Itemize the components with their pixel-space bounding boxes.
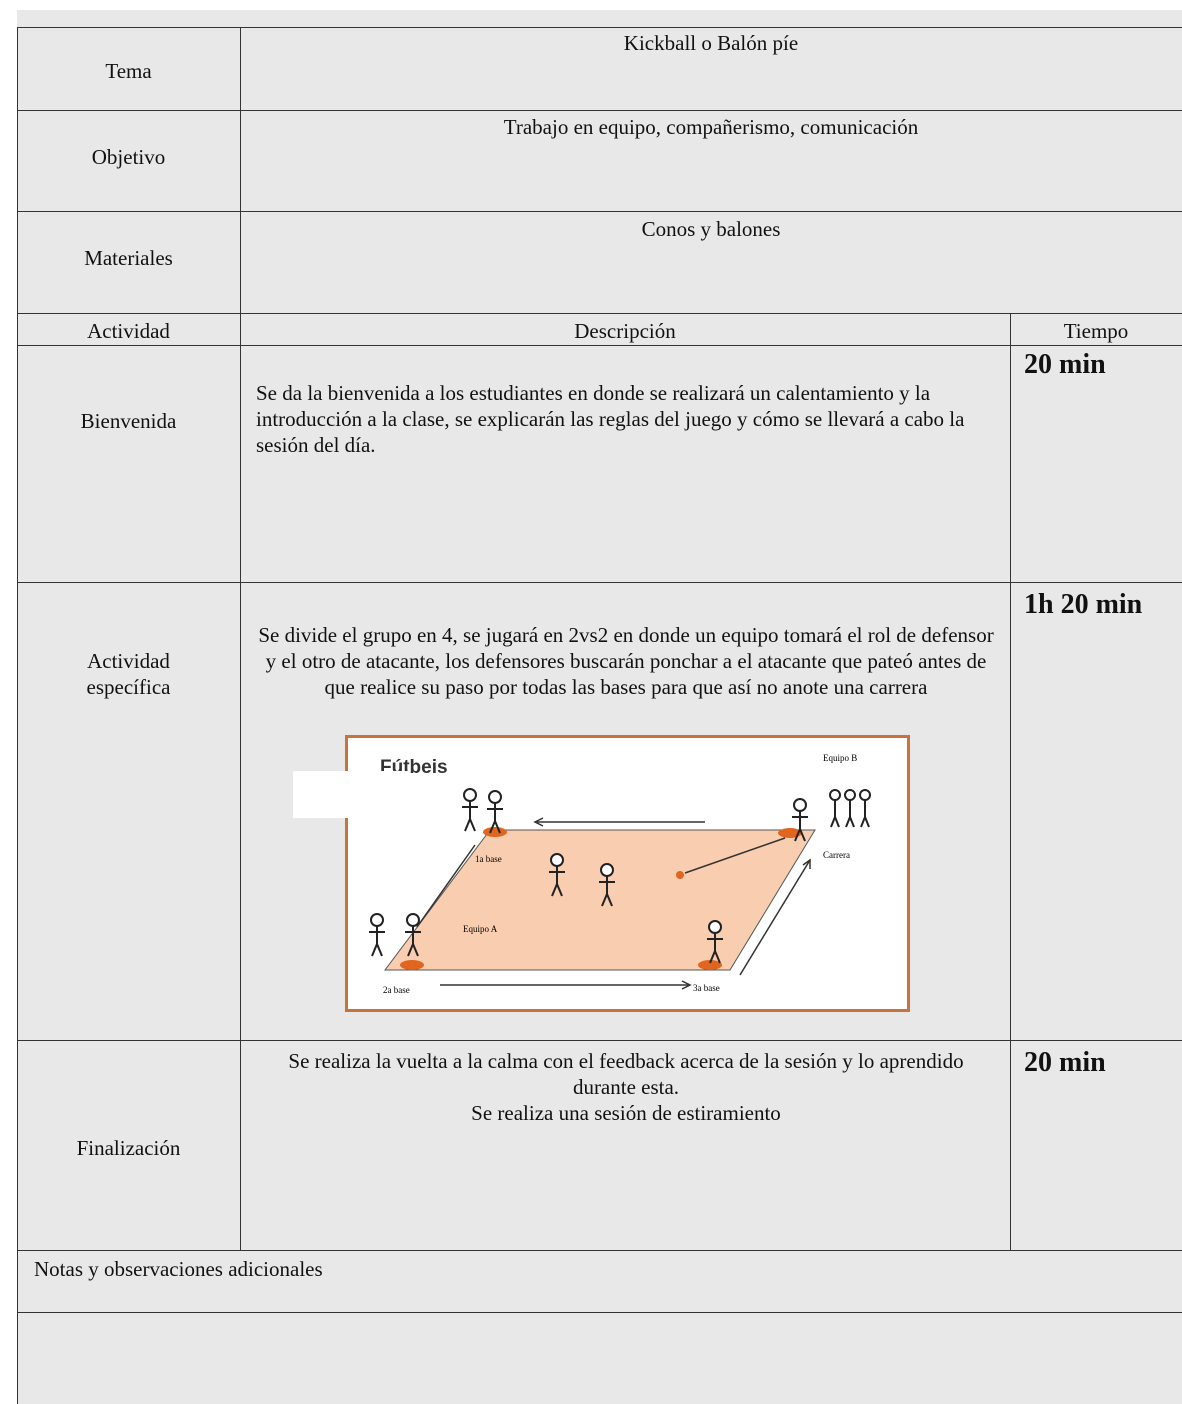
- border: [17, 1040, 1182, 1041]
- row-label: Materiales: [84, 246, 173, 270]
- row-value: Kickball o Balón píe: [623, 31, 799, 55]
- time: 20 min: [1024, 349, 1106, 380]
- diagram-label: 2a base: [383, 985, 410, 995]
- description: Se da la bienvenida a los estudiantes en…: [256, 381, 965, 457]
- diagram-label: Equipo A: [463, 924, 498, 934]
- time: 1h 20 min: [1024, 589, 1143, 620]
- border: [17, 27, 18, 1404]
- activity: Finalización: [76, 1136, 181, 1160]
- description-line: Se realiza la vuelta a la calma con el f…: [288, 1049, 964, 1099]
- diagram-label: 1a base: [475, 854, 502, 864]
- diagram-label: Carrera: [823, 850, 850, 860]
- bases: [400, 827, 802, 970]
- border: [240, 27, 241, 1250]
- row-label: Objetivo: [91, 145, 166, 169]
- time: 20 min: [1024, 1047, 1106, 1078]
- arrows: [416, 817, 811, 990]
- row-value: Trabajo en equipo, compañerismo, comunic…: [503, 115, 919, 139]
- players: [369, 788, 871, 964]
- border: [17, 110, 1182, 111]
- column-header: Tiempo: [1063, 319, 1129, 343]
- diagram-label: Equipo B: [823, 753, 857, 763]
- description-line: Se realiza una sesión de estiramiento: [471, 1101, 781, 1125]
- notes-label: Notas y observaciones adicionales: [34, 1257, 323, 1281]
- border: [1010, 313, 1011, 1250]
- border: [17, 211, 1182, 212]
- field-diagram: Fútbeis Equipo B 1a base Carrera Equipo …: [345, 735, 910, 1012]
- description: Se realiza la vuelta a la calma con el f…: [258, 1048, 994, 1126]
- border: [17, 345, 1182, 346]
- border: [17, 1250, 1182, 1251]
- border: [17, 582, 240, 583]
- column-header: Descripción: [574, 319, 676, 343]
- table-background: [17, 10, 1182, 1404]
- activity: Actividad específica: [86, 649, 171, 699]
- border: [17, 27, 1182, 28]
- border: [17, 1312, 1182, 1313]
- diagram-label: 3a base: [693, 983, 720, 993]
- row-value: Conos y balones: [641, 217, 781, 241]
- row-label: Tema: [105, 59, 152, 83]
- description: Se divide el grupo en 4, se jugará en 2v…: [258, 623, 994, 699]
- border: [17, 313, 1182, 314]
- column-header: Actividad: [87, 319, 170, 343]
- activity: Bienvenida: [80, 409, 177, 433]
- border: [240, 582, 1182, 583]
- redaction-box: [293, 771, 410, 818]
